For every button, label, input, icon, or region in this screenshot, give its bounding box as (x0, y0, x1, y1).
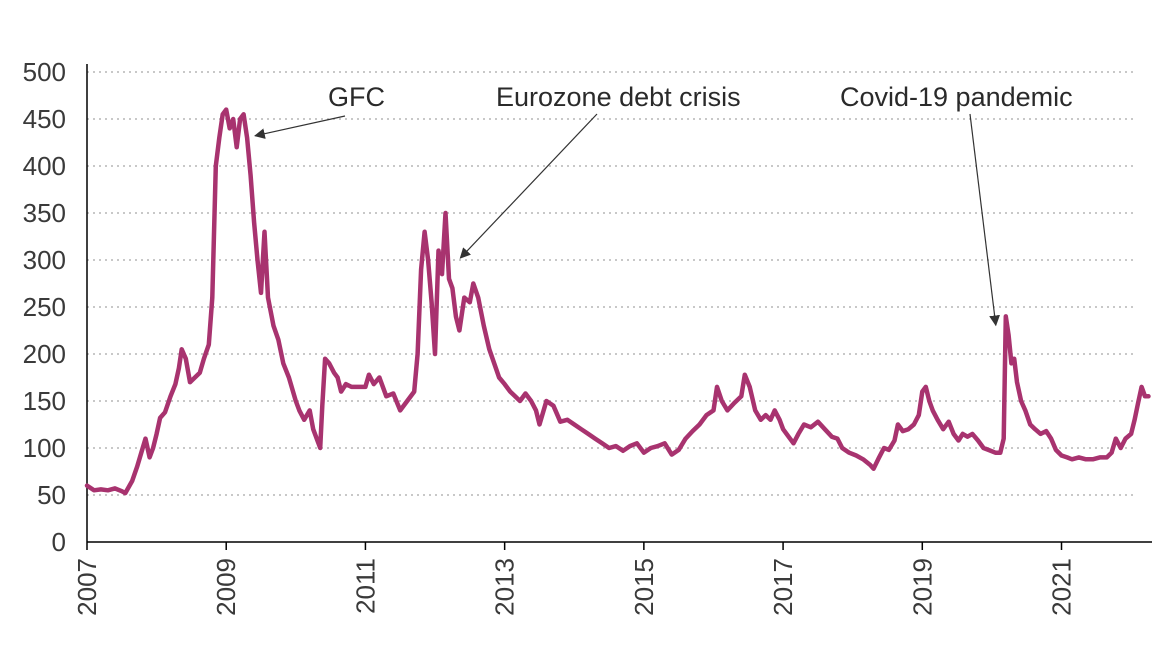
annotation-label: Eurozone debt crisis (496, 82, 741, 112)
x-tick-label: 2017 (768, 558, 798, 616)
y-tick-label: 0 (52, 527, 66, 557)
y-tick-label: 200 (23, 339, 66, 369)
y-tick-label: 400 (23, 151, 66, 181)
x-tick-label: 2011 (350, 558, 380, 614)
annotation-label: Covid-19 pandemic (840, 82, 1073, 112)
x-tick-label: 2021 (1047, 558, 1077, 616)
y-tick-label: 50 (37, 480, 66, 510)
y-tick-label: 450 (23, 104, 66, 134)
annotation-eurozone: Eurozone debt crisis (459, 82, 741, 259)
gridlines (87, 71, 1135, 496)
annotation-arrow (459, 113, 598, 259)
annotation-covid: Covid-19 pandemic (840, 82, 1073, 327)
y-tick-label: 300 (23, 245, 66, 275)
x-axis-ticks: 2007 2009 2011 2013 2015 2017 2019 2021 (72, 542, 1077, 616)
y-tick-label: 350 (23, 198, 66, 228)
annotation-label: GFC (328, 82, 385, 112)
y-tick-label: 500 (23, 57, 66, 87)
annotation-arrow (969, 113, 1000, 327)
series-line (84, 107, 1151, 496)
x-tick-label: 2015 (629, 558, 659, 616)
y-axis-ticks: 0 50 100 150 200 250 300 350 400 450 500 (23, 57, 66, 557)
x-tick-label: 2013 (490, 558, 520, 616)
x-tick-label: 2019 (907, 558, 937, 616)
annotation-arrow (254, 115, 346, 139)
y-tick-label: 250 (23, 292, 66, 322)
x-tick-label: 2007 (72, 558, 102, 616)
y-tick-label: 150 (23, 386, 66, 416)
y-tick-label: 100 (23, 433, 66, 463)
x-tick-label: 2009 (211, 558, 241, 616)
annotation-gfc: GFC (254, 82, 385, 139)
